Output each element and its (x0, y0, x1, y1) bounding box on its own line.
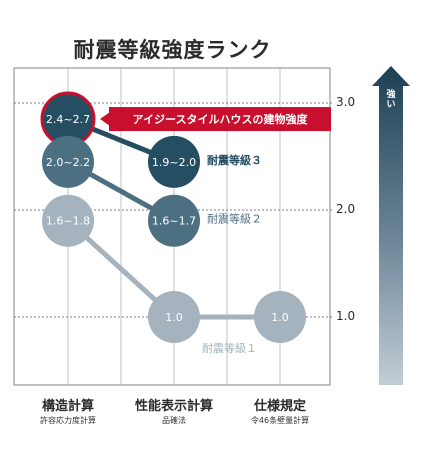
data-point (42, 194, 94, 247)
data-point-label: 1.6~1.7 (152, 215, 196, 228)
plot-frame (13, 67, 331, 386)
chart-title: 耐震等級強度ランク (73, 38, 272, 62)
y-tick-label: 1.0 (336, 309, 356, 323)
data-point-label: 2.4~2.7 (46, 113, 90, 126)
series-name-label: 耐震等級１ (202, 341, 257, 355)
category-method: 許容応力度計算 (40, 416, 96, 425)
x-category-label: 仕様規定令46条壁量計算 (210, 399, 350, 427)
strength-arrow-icon (372, 66, 410, 385)
annotation-box (109, 107, 331, 132)
data-point (148, 291, 200, 343)
category-method: 品確法 (162, 416, 186, 425)
data-point (42, 135, 94, 188)
data-point-label: 1.9~2.0 (152, 156, 196, 169)
x-category-label: 性能表示計算 品確法 (104, 399, 244, 427)
annotation-pointer (100, 112, 110, 127)
category-name: 構造計算 (41, 399, 94, 414)
series-name-label: 耐震等級２ (207, 212, 262, 226)
series-name-label: 耐震等級３ (207, 153, 262, 167)
data-point (254, 291, 306, 343)
data-point (148, 135, 200, 188)
data-point-label: 1.0 (165, 311, 183, 324)
y-tick-label: 2.0 (336, 202, 356, 216)
data-point-label: 1.0 (271, 311, 289, 324)
data-point-label: 1.6~1.8 (46, 215, 90, 228)
y-tick-label: 3.0 (336, 95, 356, 109)
data-point (148, 194, 200, 247)
category-name: 性能表示計算 (134, 399, 213, 414)
data-point-label: 2.0~2.2 (46, 156, 90, 169)
category-method: 令46条壁量計算 (250, 416, 310, 425)
annotation-text: アイジースタイルハウスの建物強度 (133, 112, 309, 126)
category-name: 仕様規定 (253, 399, 306, 414)
x-category-label: 構造計算許容応力度計算 (0, 399, 138, 427)
strength-arrow-label: 強い (386, 90, 396, 110)
